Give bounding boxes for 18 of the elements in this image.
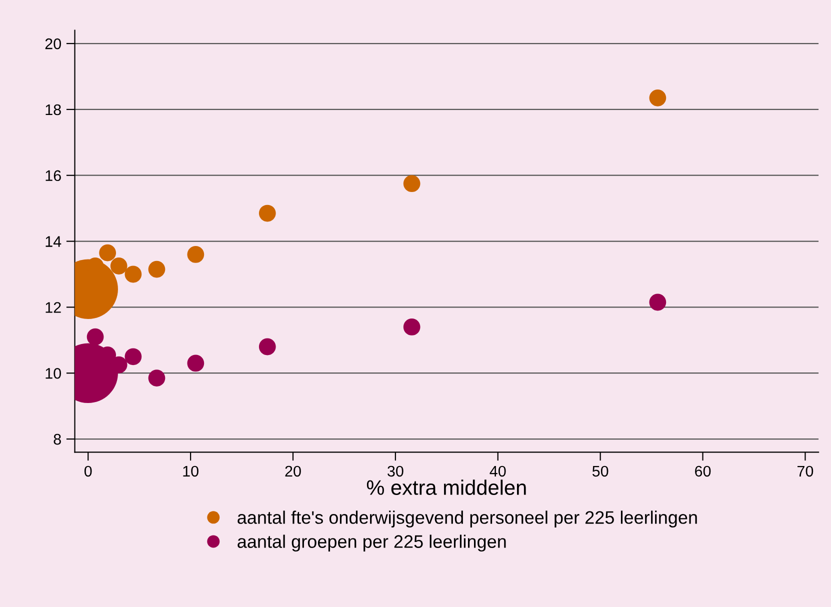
y-tick-label: 14 <box>46 236 62 247</box>
x-tick-label: 10 <box>183 466 198 477</box>
legend-label: aantal fte's onderwijsgevend personeel per 225 leerlingen <box>238 510 697 528</box>
x-tick-label: 50 <box>592 466 608 477</box>
x-tick-label: 60 <box>695 466 711 477</box>
y-tick-label: 16 <box>46 170 61 182</box>
x-tick-label: 70 <box>798 466 814 477</box>
x-tick-label: 20 <box>285 466 301 477</box>
x-tick-label: 0 <box>84 466 92 477</box>
y-tick-label: 12 <box>46 302 61 313</box>
x-tick-label: 40 <box>490 466 506 477</box>
y-tick-label: 18 <box>46 104 61 116</box>
x-tick-label: 30 <box>388 466 404 477</box>
legend-label: aantal groepen per 225 leerlingen <box>238 534 506 552</box>
y-tick-label: 10 <box>46 368 61 379</box>
y-tick-label: 20 <box>45 38 61 50</box>
x-axis-title: % extra middelen <box>366 480 526 495</box>
y-tick-label: 8 <box>54 434 61 445</box>
